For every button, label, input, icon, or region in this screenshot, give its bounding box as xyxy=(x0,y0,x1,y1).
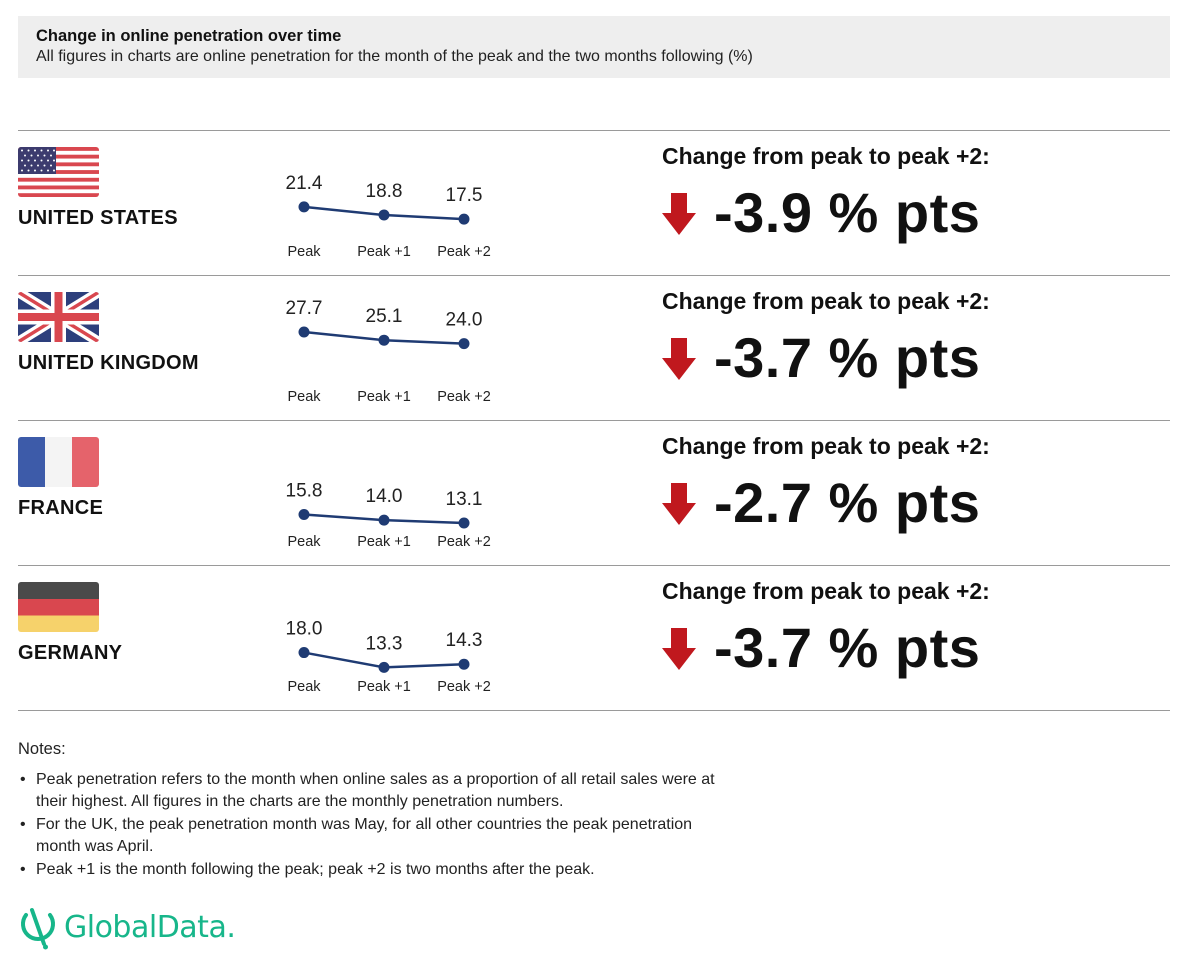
data-label: 18.8 xyxy=(366,181,403,202)
mini-chart-svg: 27.7 Peak 25.1 Peak +1 24.0 Peak +2 xyxy=(286,298,491,405)
chart-header: Change in online penetration over time A… xyxy=(18,16,1170,78)
data-label: 27.7 xyxy=(286,298,323,319)
divider xyxy=(18,275,1170,276)
country-name: UNITED KINGDOM xyxy=(18,352,199,374)
category-label: Peak +1 xyxy=(357,679,411,695)
change-label: Change from peak to peak +2: xyxy=(662,288,990,314)
down-arrow-icon xyxy=(662,338,696,380)
category-label: Peak xyxy=(287,534,321,550)
data-label: 18.0 xyxy=(286,619,323,640)
chart-subtitle: All figures in charts are online penetra… xyxy=(36,48,753,65)
mini-chart-svg: 21.4 Peak 18.8 Peak +1 17.5 Peak +2 xyxy=(286,173,491,260)
country-name: GERMANY xyxy=(18,642,123,664)
data-label: 21.4 xyxy=(286,173,323,194)
data-point xyxy=(298,508,310,520)
category-label: Peak +2 xyxy=(437,679,491,695)
category-label: Peak +1 xyxy=(357,244,411,260)
down-arrow-icon xyxy=(662,193,696,235)
data-point xyxy=(458,213,470,225)
category-label: Peak +2 xyxy=(437,389,491,405)
data-point xyxy=(378,209,390,221)
data-label: 15.8 xyxy=(286,480,323,501)
change-label: Change from peak to peak +2: xyxy=(662,578,990,604)
data-point xyxy=(378,334,390,346)
country-row-france: FRANCE 15.8 Peak 14.0 Peak +1 13.1 Peak +2 Ch… xyxy=(0,421,1200,566)
germany-flag-icon xyxy=(18,582,99,632)
data-point xyxy=(458,658,470,670)
notes-section: Notes: Peak penetration refers to the mo… xyxy=(18,740,718,882)
uk-flag-icon xyxy=(18,292,99,342)
category-label: Peak xyxy=(287,244,321,260)
data-point xyxy=(458,517,470,529)
data-label: 24.0 xyxy=(446,310,483,331)
country-row-us: UNITED STATES 21.4 Peak 18.8 Peak +1 17.5 Pea… xyxy=(0,131,1200,276)
globaldata-logo: GlobalData. xyxy=(18,906,278,950)
category-label: Peak xyxy=(287,389,321,405)
divider xyxy=(18,710,1170,711)
change-value: -3.9 % pts xyxy=(714,181,981,244)
change-label: Change from peak to peak +2: xyxy=(662,143,990,169)
divider xyxy=(18,130,1170,131)
mini-line-chart: 21.4 Peak 18.8 Peak +1 17.5 Peak +2 xyxy=(270,131,510,276)
note-item: Peak +1 is the month following the peak;… xyxy=(18,859,726,881)
logo-text: GlobalData. xyxy=(64,910,236,945)
data-label: 25.1 xyxy=(366,306,403,327)
country-row-uk: UNITED KINGDOM 27.7 Peak 25.1 Peak +1 24.0 Pe… xyxy=(0,276,1200,421)
data-point xyxy=(298,326,310,338)
country-name: FRANCE xyxy=(18,497,104,519)
data-label: 13.1 xyxy=(446,489,483,510)
change-value: -2.7 % pts xyxy=(714,471,981,534)
category-label: Peak +1 xyxy=(357,389,411,405)
divider xyxy=(18,565,1170,566)
category-label: Peak +1 xyxy=(357,534,411,550)
note-item: Peak penetration refers to the month whe… xyxy=(18,769,726,813)
data-point xyxy=(378,661,390,673)
country-name: UNITED STATES xyxy=(18,207,178,229)
chart-title: Change in online penetration over time xyxy=(36,27,342,45)
mini-line-chart: 27.7 Peak 25.1 Peak +1 24.0 Peak +2 xyxy=(270,276,510,421)
data-label: 14.3 xyxy=(446,630,483,651)
notes-heading: Notes: xyxy=(18,740,66,758)
mini-line-chart: 18.0 Peak 13.3 Peak +1 14.3 Peak +2 xyxy=(270,566,510,711)
change-label: Change from peak to peak +2: xyxy=(662,433,990,459)
data-point xyxy=(298,201,310,213)
data-label: 14.0 xyxy=(366,486,403,507)
globaldata-logo-icon xyxy=(21,908,55,950)
down-arrow-icon xyxy=(662,483,696,525)
mini-chart-svg: 15.8 Peak 14.0 Peak +1 13.1 Peak +2 xyxy=(286,480,491,550)
category-label: Peak +2 xyxy=(437,244,491,260)
data-point xyxy=(458,338,470,350)
data-label: 13.3 xyxy=(366,633,403,654)
notes-list: Peak penetration refers to the month whe… xyxy=(18,769,718,881)
category-label: Peak +2 xyxy=(437,534,491,550)
data-point xyxy=(298,647,310,659)
data-label: 17.5 xyxy=(446,185,483,206)
change-value: -3.7 % pts xyxy=(714,326,981,389)
divider xyxy=(18,420,1170,421)
note-item: For the UK, the peak penetration month w… xyxy=(18,814,726,858)
down-arrow-icon xyxy=(662,628,696,670)
data-point xyxy=(378,514,390,526)
us-flag-icon xyxy=(18,147,99,197)
change-value: -3.7 % pts xyxy=(714,616,981,679)
mini-line-chart: 15.8 Peak 14.0 Peak +1 13.1 Peak +2 xyxy=(270,421,510,566)
country-row-germany: GERMANY 18.0 Peak 13.3 Peak +1 14.3 Peak +2 C… xyxy=(0,566,1200,711)
mini-chart-svg: 18.0 Peak 13.3 Peak +1 14.3 Peak +2 xyxy=(286,619,491,695)
france-flag-icon xyxy=(18,437,99,487)
category-label: Peak xyxy=(287,679,321,695)
